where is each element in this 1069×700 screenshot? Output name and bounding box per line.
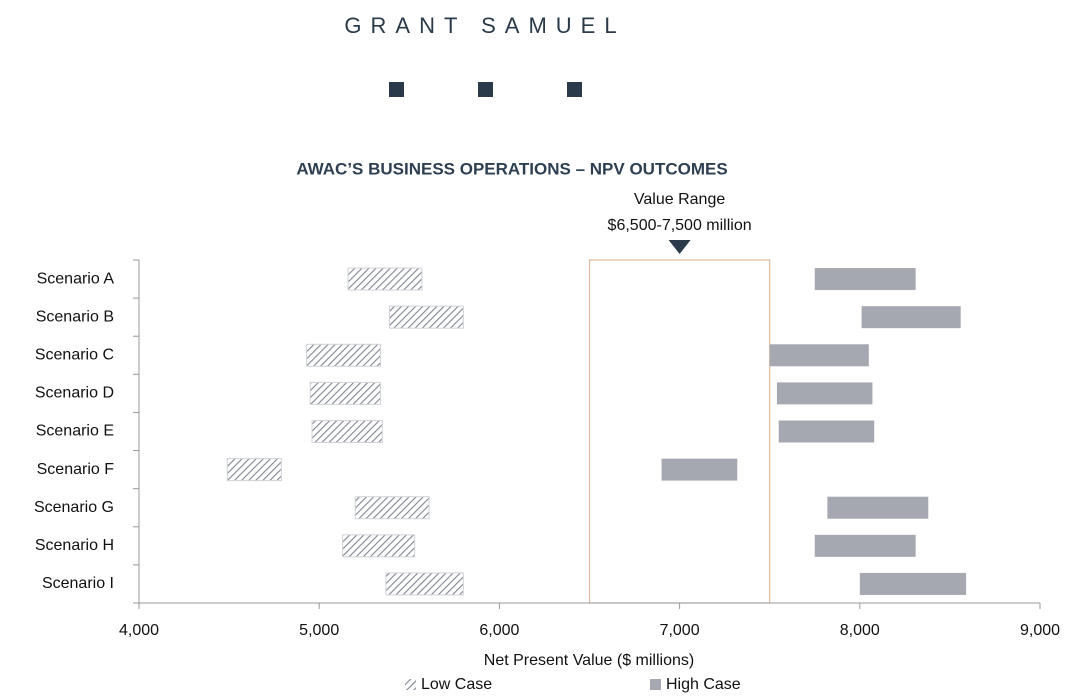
range-bar xyxy=(342,534,416,558)
range-bar xyxy=(814,268,916,291)
annotation-title: Value Range xyxy=(634,191,725,208)
x-tick-label: 9,000 xyxy=(1020,622,1060,639)
x-tick-label: 6,000 xyxy=(479,622,519,639)
x-tick-label: 4,000 xyxy=(119,622,159,639)
range-bar xyxy=(311,420,383,443)
category-label: Scenario H xyxy=(35,537,114,554)
range-bar xyxy=(778,420,875,443)
range-bar xyxy=(306,343,381,367)
annotation-marker xyxy=(668,240,691,254)
logo: GRANT SAMUEL xyxy=(344,13,625,38)
legend-swatch xyxy=(405,679,416,690)
value-range-box xyxy=(588,259,771,604)
logo-square xyxy=(478,82,493,97)
range-bar xyxy=(769,344,869,367)
category-label: Scenario C xyxy=(35,346,114,363)
category-label: Scenario I xyxy=(42,575,114,592)
range-bar xyxy=(814,534,916,557)
range-bar xyxy=(861,306,961,329)
range-bar xyxy=(776,382,873,405)
range-bar xyxy=(354,496,430,520)
category-label: Scenario B xyxy=(36,308,114,325)
logo-square xyxy=(567,82,582,97)
category-label: Scenario E xyxy=(36,423,114,440)
legend-label: High Case xyxy=(666,676,741,693)
range-bar xyxy=(859,572,967,595)
x-tick-label: 8,000 xyxy=(840,622,880,639)
range-bar xyxy=(388,305,464,329)
category-label: Scenario F xyxy=(37,461,115,478)
legend-swatch xyxy=(650,679,661,690)
logo-square xyxy=(389,82,404,97)
chart-title: AWAC’S BUSINESS OPERATIONS – NPV OUTCOME… xyxy=(296,159,727,178)
range-bar xyxy=(309,381,381,405)
category-label: Scenario A xyxy=(37,270,115,287)
range-bar xyxy=(661,458,738,481)
range-bar xyxy=(827,496,929,519)
category-label: Scenario D xyxy=(35,385,114,402)
category-label: Scenario G xyxy=(34,499,114,516)
annotation-text: $6,500-7,500 million xyxy=(608,217,752,234)
range-bar xyxy=(347,267,423,291)
x-tick-label: 7,000 xyxy=(660,622,700,639)
x-axis-label: Net Present Value ($ millions) xyxy=(484,652,694,669)
legend-label: Low Case xyxy=(421,676,492,693)
x-tick-label: 5,000 xyxy=(299,622,339,639)
range-bar xyxy=(385,572,464,596)
range-bar xyxy=(226,458,282,482)
